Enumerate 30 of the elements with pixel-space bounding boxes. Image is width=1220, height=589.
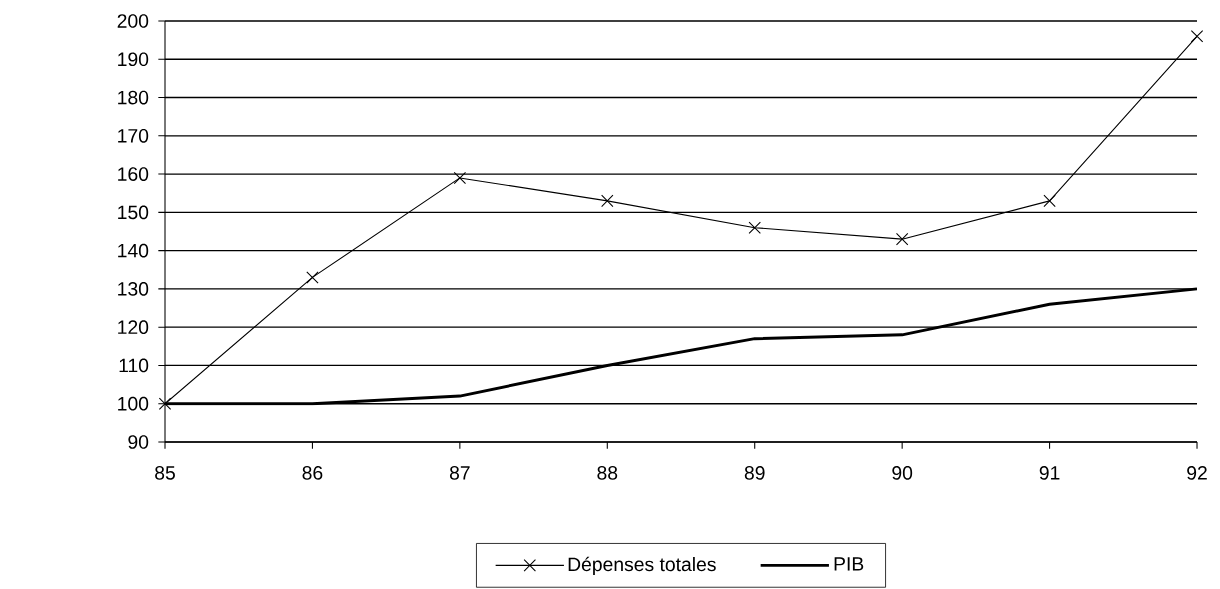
point xyxy=(601,194,614,208)
y-tick-label: 180 xyxy=(118,90,149,105)
point xyxy=(1190,30,1204,43)
x-tick-label: 87 xyxy=(449,466,470,480)
x-tick-label: 89 xyxy=(744,466,765,480)
point xyxy=(453,171,467,185)
y-tick-label: 170 xyxy=(118,128,149,143)
y-tick-label: 100 xyxy=(118,396,149,411)
y-tick-label: 160 xyxy=(118,167,149,181)
x-tick-label: 86 xyxy=(302,466,323,480)
y-tick-label: 150 xyxy=(118,205,149,220)
x-tick-label: 85 xyxy=(155,466,175,480)
x-tick-label: 92 xyxy=(1187,466,1207,480)
point xyxy=(895,232,909,246)
x-tick-label: 88 xyxy=(597,466,618,480)
y-tick-label: 200 xyxy=(117,14,149,28)
y-tick-label: 130 xyxy=(118,282,149,296)
y-tick-label: 90 xyxy=(128,435,149,449)
legend-label: Dépenses totales xyxy=(568,556,716,576)
legend-label: PIB xyxy=(834,557,864,571)
y-tick-label: 120 xyxy=(118,320,149,335)
y-tick-label: 110 xyxy=(119,358,149,373)
y-tick-label: 190 xyxy=(118,52,149,67)
point xyxy=(1043,194,1056,208)
point xyxy=(748,221,761,234)
x-tick-label: 91 xyxy=(1039,466,1060,480)
point xyxy=(158,397,172,410)
y-tick-label: 140 xyxy=(118,243,149,258)
point xyxy=(306,271,319,284)
x-tick-label: 90 xyxy=(892,466,913,480)
